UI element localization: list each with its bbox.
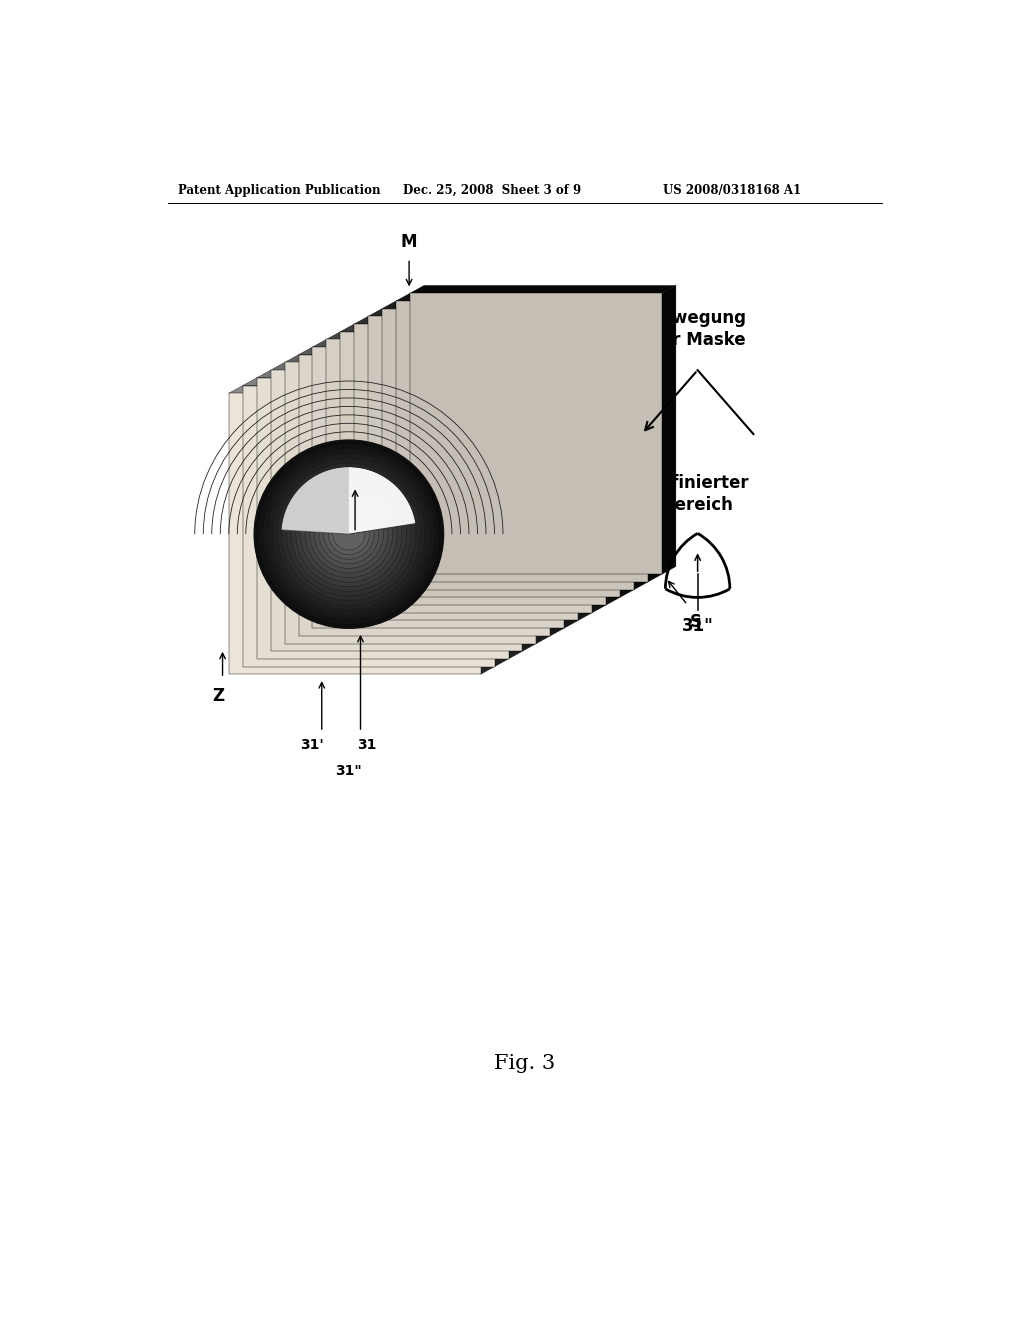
Polygon shape: [495, 378, 509, 667]
Ellipse shape: [301, 486, 397, 582]
Polygon shape: [537, 355, 550, 644]
Text: Dec. 25, 2008  Sheet 3 of 9: Dec. 25, 2008 Sheet 3 of 9: [403, 185, 582, 197]
Polygon shape: [509, 370, 522, 659]
Ellipse shape: [282, 467, 416, 601]
Polygon shape: [606, 317, 621, 605]
Ellipse shape: [296, 482, 401, 587]
Polygon shape: [564, 339, 579, 628]
Ellipse shape: [254, 441, 443, 628]
Polygon shape: [340, 323, 606, 331]
Polygon shape: [382, 301, 648, 309]
Ellipse shape: [329, 513, 370, 554]
Text: S: S: [689, 612, 701, 631]
Ellipse shape: [324, 510, 374, 560]
Polygon shape: [354, 317, 621, 323]
Text: Bewegung
der Maske: Bewegung der Maske: [648, 309, 746, 348]
Polygon shape: [340, 331, 592, 612]
Polygon shape: [257, 370, 522, 378]
Polygon shape: [243, 385, 495, 667]
Polygon shape: [579, 331, 592, 620]
Text: Patent Application Publication: Patent Application Publication: [178, 185, 381, 197]
Ellipse shape: [278, 463, 420, 605]
Ellipse shape: [259, 445, 439, 623]
Ellipse shape: [305, 491, 392, 578]
Text: US 2008/0318168 A1: US 2008/0318168 A1: [663, 185, 801, 197]
Ellipse shape: [314, 500, 383, 569]
Ellipse shape: [268, 454, 429, 614]
Ellipse shape: [287, 473, 411, 595]
Polygon shape: [634, 301, 648, 590]
Ellipse shape: [310, 495, 388, 573]
Polygon shape: [480, 385, 495, 675]
Polygon shape: [369, 317, 621, 598]
Polygon shape: [648, 293, 662, 582]
Polygon shape: [354, 323, 606, 605]
Polygon shape: [299, 355, 550, 636]
Polygon shape: [382, 309, 634, 590]
Polygon shape: [327, 331, 592, 339]
Text: 31': 31': [301, 738, 325, 752]
Polygon shape: [281, 466, 349, 535]
Polygon shape: [410, 285, 676, 293]
Polygon shape: [396, 293, 662, 301]
Polygon shape: [396, 301, 648, 582]
Polygon shape: [369, 309, 634, 317]
Text: 31": 31": [682, 616, 714, 635]
Polygon shape: [550, 347, 564, 636]
Polygon shape: [299, 347, 564, 355]
Polygon shape: [281, 466, 416, 535]
Polygon shape: [312, 339, 579, 347]
Polygon shape: [592, 323, 606, 612]
Polygon shape: [228, 385, 495, 393]
Polygon shape: [312, 347, 564, 628]
Polygon shape: [621, 309, 634, 598]
Text: Definierter
Bereich: Definierter Bereich: [646, 474, 749, 515]
Ellipse shape: [272, 458, 425, 610]
Text: 31": 31": [336, 764, 362, 779]
Text: Z: Z: [213, 688, 224, 705]
Ellipse shape: [319, 504, 379, 564]
Polygon shape: [522, 363, 537, 651]
Polygon shape: [270, 370, 522, 651]
Polygon shape: [257, 378, 509, 659]
Ellipse shape: [333, 519, 365, 550]
Polygon shape: [285, 355, 550, 363]
Ellipse shape: [263, 449, 434, 619]
Ellipse shape: [254, 441, 443, 628]
Polygon shape: [270, 363, 537, 370]
Polygon shape: [410, 293, 662, 574]
Ellipse shape: [291, 477, 407, 591]
Polygon shape: [285, 363, 537, 644]
Polygon shape: [228, 393, 480, 675]
Text: M: M: [400, 232, 418, 251]
Text: 31: 31: [357, 738, 377, 752]
Polygon shape: [243, 378, 509, 385]
Polygon shape: [327, 339, 579, 620]
Polygon shape: [662, 285, 676, 574]
Text: Fig. 3: Fig. 3: [495, 1053, 555, 1073]
